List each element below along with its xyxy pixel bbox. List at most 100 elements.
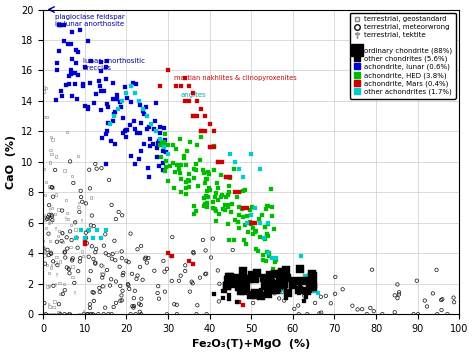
Point [85,254,92,260]
Point [201,129,209,134]
Point [68,237,75,243]
Point [395,289,403,295]
Point [68,173,76,179]
Point [136,156,143,162]
Point [126,286,133,292]
Point [143,260,151,266]
Point [58,238,65,244]
Point [156,124,164,130]
Point [291,279,299,284]
Point [118,248,126,254]
Point [184,178,192,183]
Point [331,274,339,280]
Point [88,244,96,249]
Point [280,282,287,288]
Point [177,163,184,168]
Point [429,290,437,296]
Point [246,207,254,213]
Point [151,268,158,274]
Point [102,131,110,137]
Point [228,201,235,207]
Point [85,277,93,283]
Point [74,153,82,159]
Point [63,129,71,135]
Point [67,244,74,250]
Point [97,272,105,277]
Point [190,166,198,172]
Point [177,273,184,278]
Point [73,235,80,240]
Point [67,72,74,77]
Point [123,127,131,132]
Point [167,253,174,259]
Point [173,162,181,168]
Point [395,292,403,297]
Point [161,168,168,174]
Point [302,294,310,300]
Point [137,130,144,136]
Point [109,118,117,124]
Point [196,275,204,280]
Point [90,290,98,295]
Point [194,183,201,189]
Point [58,93,66,99]
Point [41,300,48,306]
Point [54,272,61,278]
Point [247,293,255,298]
Point [210,291,218,297]
Point [108,202,115,208]
Point [41,249,48,255]
Point [263,203,270,209]
Point [78,199,86,204]
Point [105,311,112,317]
Point [86,301,94,307]
Point [157,154,165,160]
Point [80,309,87,315]
Point [46,212,53,218]
Point [90,100,98,106]
Point [75,209,83,215]
Point [214,159,222,165]
Point [177,83,184,88]
Point [192,168,200,173]
Point [66,271,73,276]
Point [75,204,82,210]
Point [98,235,105,241]
Point [46,160,54,165]
Point [171,301,178,307]
Point [130,305,137,311]
Point [156,83,164,88]
Point [104,104,112,110]
X-axis label: Fe₂O₃(T)+MgO  (%): Fe₂O₃(T)+MgO (%) [192,339,310,349]
Point [228,209,235,215]
Point [241,223,249,228]
Point [99,275,106,280]
Point [46,302,53,308]
Point [261,225,269,230]
Point [75,311,83,317]
Point [46,207,54,213]
Point [140,142,148,147]
Point [273,255,280,261]
Point [47,251,55,257]
Point [296,266,303,271]
Point [109,251,117,257]
Point [239,268,247,274]
Point [54,67,61,72]
Point [48,205,56,211]
Point [173,302,181,308]
Point [130,295,137,301]
Point [258,212,266,218]
Point [249,300,257,306]
Point [48,212,55,218]
Point [348,303,356,308]
Point [95,78,102,83]
Point [71,290,78,296]
Point [275,296,283,301]
Point [118,98,126,104]
Point [164,250,172,256]
Point [207,255,215,260]
Point [161,269,168,274]
Point [158,140,165,146]
Point [108,256,116,262]
